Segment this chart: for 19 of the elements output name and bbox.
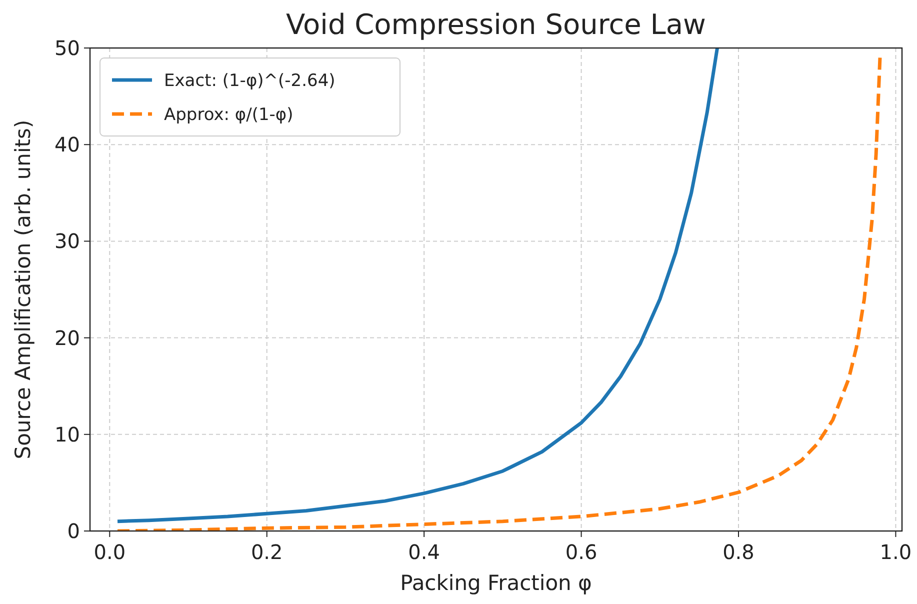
y-axis-title: Source Amplification (arb. units) <box>11 120 35 460</box>
y-tick-label: 20 <box>54 326 80 350</box>
line-series <box>116 56 882 531</box>
legend-label: Approx: φ/(1-φ) <box>164 104 294 125</box>
y-tick-label: 10 <box>54 422 80 446</box>
x-tick-label: 0.2 <box>250 540 283 564</box>
x-tick-label: 1.0 <box>880 540 912 564</box>
legend-label: Exact: (1-φ)^(-2.64) <box>164 70 336 91</box>
line-series <box>116 46 720 524</box>
y-tick-label: 0 <box>67 519 80 543</box>
x-axis-title: Packing Fraction φ <box>400 571 592 595</box>
y-tick-label: 50 <box>54 36 80 60</box>
x-tick-label: 0.8 <box>722 540 754 564</box>
y-tick-label: 30 <box>54 229 80 254</box>
x-tick-label: 0.4 <box>408 540 440 564</box>
x-tick-label: 0.6 <box>565 540 598 564</box>
x-tick-label: 0.0 <box>94 540 126 564</box>
chart-title: Void Compression Source Law <box>286 8 706 41</box>
y-tick-label: 40 <box>54 132 80 157</box>
